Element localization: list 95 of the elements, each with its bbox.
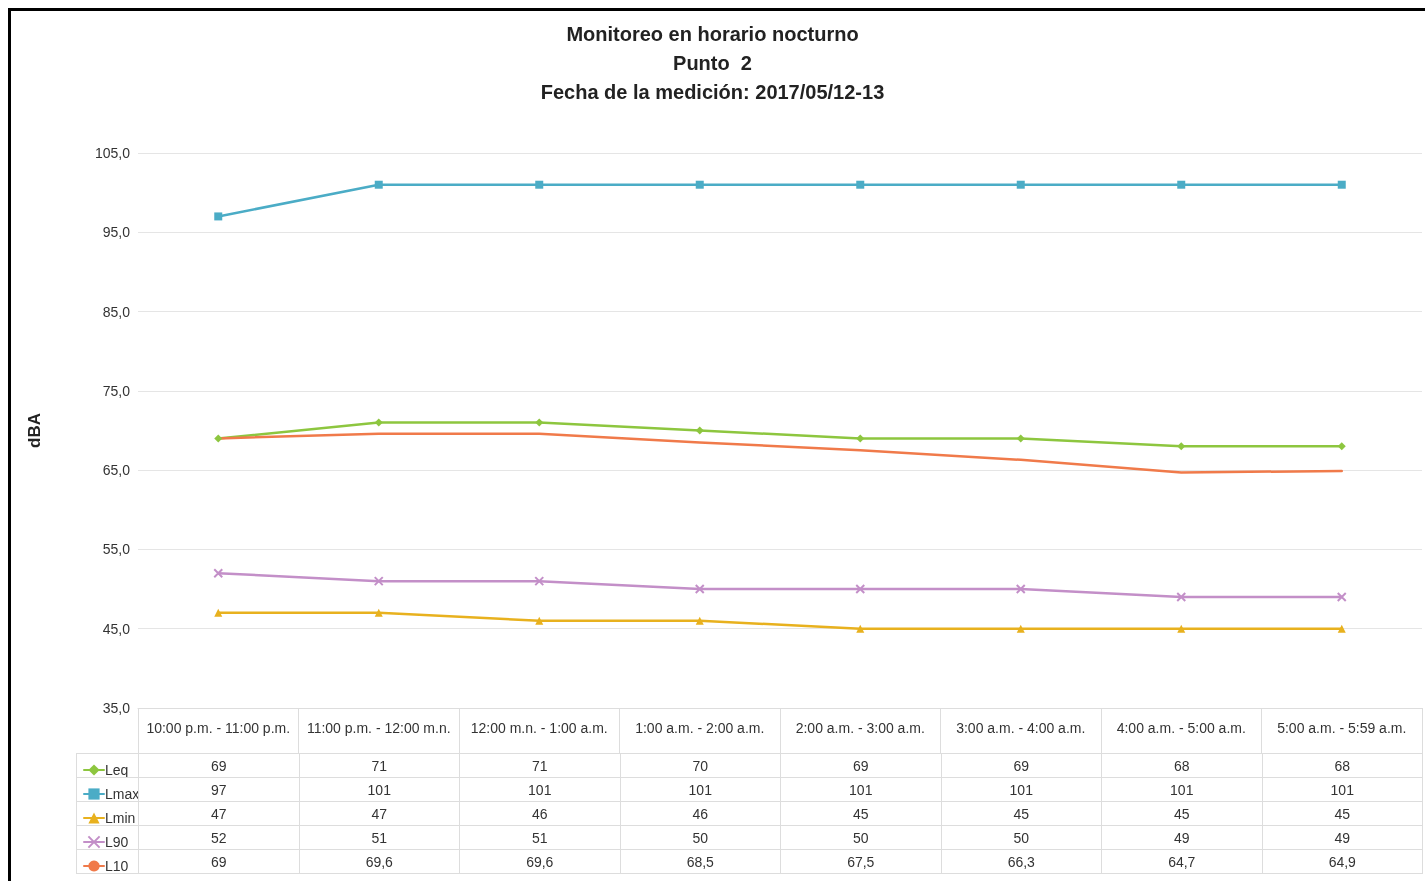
data-label: 101 xyxy=(1101,777,1262,802)
x-tick-label: 11:00 p.m. - 12:00 m.n. xyxy=(306,719,451,736)
y-tick-label: 85,0 xyxy=(102,303,131,320)
x-tick-label: 2:00 a.m. - 3:00 a.m. xyxy=(795,719,925,736)
point xyxy=(856,434,865,443)
point xyxy=(855,584,866,595)
point xyxy=(535,418,544,427)
legend-label: L90 xyxy=(105,834,129,850)
data-label: 45 xyxy=(941,801,1102,826)
data-label: 69 xyxy=(138,849,299,874)
data-label: 49 xyxy=(1262,825,1423,850)
x-tick-label: 5:00 a.m. - 5:59 a.m. xyxy=(1277,719,1407,736)
data-label: 68 xyxy=(1101,753,1262,778)
point xyxy=(1337,442,1346,451)
data-label: 101 xyxy=(780,777,941,802)
x-tick-label: 12:00 m.n. - 1:00 a.m. xyxy=(470,719,608,736)
data-label: 69 xyxy=(138,753,299,778)
point xyxy=(695,616,704,625)
data-label: 52 xyxy=(138,825,299,850)
data-label: 101 xyxy=(620,777,781,802)
point xyxy=(535,616,544,625)
data-label: 50 xyxy=(780,825,941,850)
data-label: 66,3 xyxy=(941,849,1102,874)
data-label: 49 xyxy=(1101,825,1262,850)
y-tick-label: 95,0 xyxy=(102,224,131,241)
data-label: 101 xyxy=(299,777,460,802)
point xyxy=(374,180,383,189)
data-label: 51 xyxy=(459,825,620,850)
data-label: 64,7 xyxy=(1101,849,1262,874)
data-label: 47 xyxy=(138,801,299,826)
data-label: 45 xyxy=(1262,801,1423,826)
point xyxy=(1016,180,1025,189)
point xyxy=(1177,180,1186,189)
point xyxy=(1177,442,1186,451)
point xyxy=(695,180,704,189)
data-label: 67,5 xyxy=(780,849,941,874)
legend-label: Lmin xyxy=(105,810,136,826)
point xyxy=(856,624,865,633)
point xyxy=(214,608,223,617)
data-label: 45 xyxy=(780,801,941,826)
data-label: 51 xyxy=(299,825,460,850)
data-label: 46 xyxy=(459,801,620,826)
y-tick-label: 55,0 xyxy=(102,541,131,558)
x-tick-label: 4:00 a.m. - 5:00 a.m. xyxy=(1116,719,1246,736)
data-label: 71 xyxy=(459,753,620,778)
point xyxy=(1015,584,1026,595)
point xyxy=(1337,624,1346,633)
data-label: 69,6 xyxy=(459,849,620,874)
y-tick-label: 45,0 xyxy=(102,620,131,637)
point xyxy=(1337,180,1346,189)
data-label: 69 xyxy=(780,753,941,778)
data-label: 46 xyxy=(620,801,781,826)
data-label: 69,6 xyxy=(299,849,460,874)
data-label: 45 xyxy=(1101,801,1262,826)
data-label: 101 xyxy=(941,777,1102,802)
data-label: 68,5 xyxy=(620,849,781,874)
y-axis-title: dBA xyxy=(25,413,44,448)
data-label: 71 xyxy=(299,753,460,778)
point xyxy=(1016,624,1025,633)
point xyxy=(1176,592,1187,602)
legend-label: Leq xyxy=(105,762,129,778)
data-label: 50 xyxy=(620,825,781,850)
point xyxy=(214,212,223,221)
point xyxy=(1336,592,1347,602)
data-label: 101 xyxy=(1262,777,1423,802)
point xyxy=(214,434,223,443)
point xyxy=(535,180,544,189)
chart-title: Monitoreo en horario nocturno Punto 2 Fecha de la medición: 2017/05/12-13 xyxy=(540,22,885,103)
y-tick-label: 35,0 xyxy=(102,700,131,716)
data-label: 97 xyxy=(138,777,299,802)
data-label: 69 xyxy=(941,753,1102,778)
point xyxy=(213,568,224,579)
point xyxy=(373,576,384,587)
legend-label: L10 xyxy=(105,858,129,874)
data-label: 64,9 xyxy=(1262,849,1423,874)
point xyxy=(1177,624,1186,633)
point xyxy=(534,576,545,587)
point xyxy=(374,418,383,427)
data-label: 50 xyxy=(941,825,1102,850)
data-label: 47 xyxy=(299,801,460,826)
point xyxy=(694,584,705,595)
data-label: 70 xyxy=(620,753,781,778)
point xyxy=(695,426,704,435)
x-tick-label: 1:00 a.m. - 2:00 a.m. xyxy=(635,719,765,736)
x-tick-label: 10:00 p.m. - 11:00 p.m. xyxy=(146,719,291,736)
point xyxy=(856,180,865,189)
y-tick-label: 105,0 xyxy=(94,145,131,161)
legend-label: Lmax xyxy=(105,786,140,802)
y-tick-label: 75,0 xyxy=(102,382,131,399)
data-label: 68 xyxy=(1262,753,1423,778)
data-label: 101 xyxy=(459,777,620,802)
point xyxy=(1016,434,1025,443)
point xyxy=(374,608,383,617)
x-tick-label: 3:00 a.m. - 4:00 a.m. xyxy=(956,719,1086,736)
y-tick-label: 65,0 xyxy=(102,462,131,479)
